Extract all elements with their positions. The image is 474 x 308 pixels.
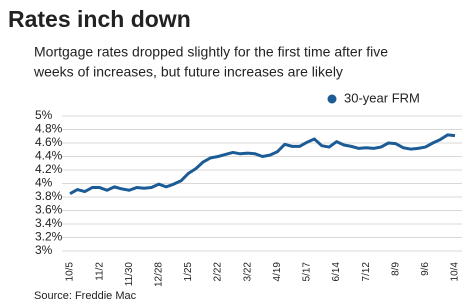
legend-label: 30-year FRM (344, 90, 420, 105)
line (69, 133, 456, 195)
x-tick-label: 3/22 (242, 262, 253, 282)
x-tick-label: 9/6 (420, 262, 431, 276)
y-tick-label: 4% (35, 176, 53, 190)
y-tick-label: 4.4% (35, 149, 63, 163)
y-tick-label: 4.6% (35, 135, 63, 149)
x-tick-label: 10/5 (65, 262, 76, 282)
x-tick-label: 4/19 (272, 262, 283, 282)
x-tick-label: 6/14 (331, 262, 342, 282)
y-tick-label: 3.6% (35, 203, 63, 217)
x-tick-label: 5/17 (302, 262, 313, 282)
x-tick-label: 7/12 (361, 262, 372, 282)
subtitle: Mortgage rates dropped slightly for the … (34, 44, 388, 60)
x-tick-label: 1/25 (183, 262, 194, 282)
y-tick-label: 5% (35, 108, 53, 122)
x-tick-label: 2/22 (213, 262, 224, 282)
x-tick-label: 10/4 (450, 262, 461, 282)
legend-marker (327, 94, 337, 104)
x-tick-label: 11/30 (124, 262, 135, 287)
y-tick-label: 3% (35, 243, 53, 257)
y-tick-label: 3.2% (35, 230, 63, 244)
y-tick-label: 4.2% (35, 162, 63, 176)
x-tick-label: 11/2 (94, 262, 105, 281)
x-tick-label: 8/9 (390, 262, 401, 276)
subtitle: weeks of increases, but future increases… (33, 64, 343, 80)
y-tick-label: 3.4% (35, 216, 63, 230)
y-tick-label: 3.8% (35, 189, 63, 203)
x-tick-label: 12/28 (153, 262, 164, 287)
chart-title: Rates inch down (8, 6, 191, 32)
source: Source: Freddie Mac (34, 290, 137, 302)
y-tick-label: 4.8% (35, 122, 63, 136)
